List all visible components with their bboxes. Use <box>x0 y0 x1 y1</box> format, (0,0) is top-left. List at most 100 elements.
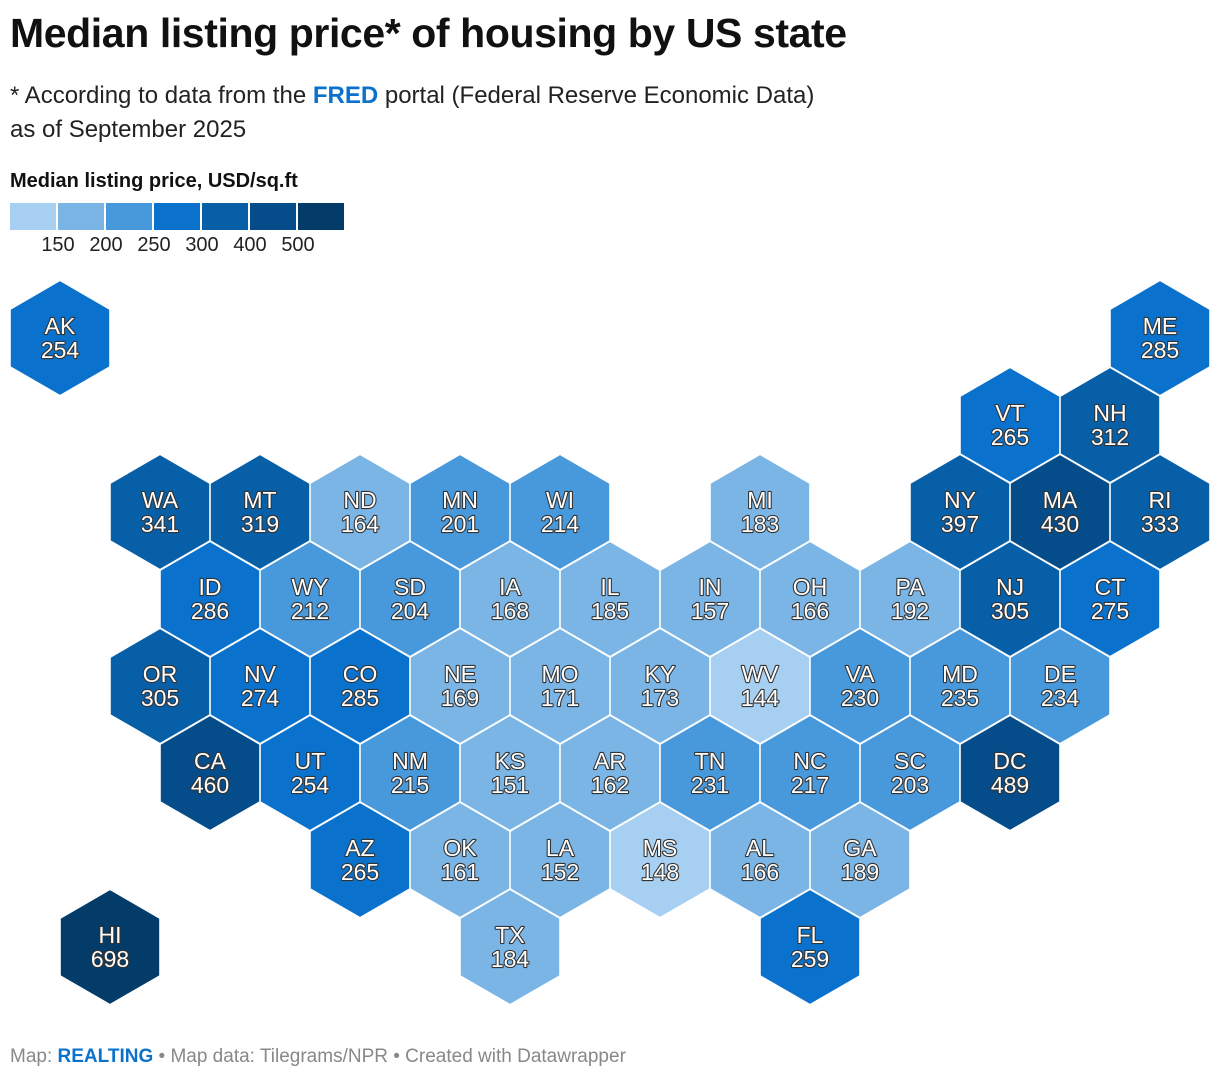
state-abbr-label: GA <box>843 835 877 861</box>
state-abbr-label: NM <box>392 748 428 774</box>
footer-prefix: Map: <box>10 1046 58 1067</box>
state-value-label: 460 <box>191 772 229 798</box>
state-abbr-label: ND <box>343 487 376 513</box>
state-value-label: 231 <box>691 772 729 798</box>
state-value-label: 168 <box>491 598 529 624</box>
state-value-label: 698 <box>91 946 129 972</box>
state-abbr-label: NV <box>244 661 277 687</box>
state-abbr-label: WA <box>142 487 179 513</box>
state-abbr-label: OK <box>443 835 477 861</box>
footer-suffix: • Map data: Tilegrams/NPR • Created with… <box>153 1046 626 1067</box>
subtitle-suffix: portal (Federal Reserve Economic Data) <box>378 82 815 109</box>
state-abbr-label: NH <box>1093 400 1126 426</box>
state-abbr-label: TX <box>495 922 524 948</box>
state-value-label: 183 <box>741 511 779 537</box>
state-abbr-label: KY <box>645 661 676 687</box>
state-value-label: 204 <box>391 598 430 624</box>
state-value-label: 166 <box>791 598 829 624</box>
state-abbr-label: ID <box>199 574 222 600</box>
state-value-label: 397 <box>941 511 979 537</box>
state-value-label: 214 <box>541 511 580 537</box>
state-abbr-label: IL <box>600 574 619 600</box>
state-value-label: 169 <box>441 685 479 711</box>
state-hex-shape <box>59 888 161 1006</box>
state-hex-shape <box>1109 279 1211 397</box>
state-abbr-label: OH <box>793 574 828 600</box>
state-value-label: 230 <box>841 685 879 711</box>
state-abbr-label: ME <box>1143 313 1178 339</box>
state-abbr-label: MA <box>1043 487 1078 513</box>
legend-tick-label: 500 <box>281 234 315 256</box>
legend-tick-label: 400 <box>233 234 267 256</box>
state-value-label: 144 <box>741 685 780 711</box>
state-abbr-label: AK <box>45 313 76 339</box>
state-value-label: 189 <box>841 859 879 885</box>
state-value-label: 285 <box>341 685 379 711</box>
state-abbr-label: MO <box>541 661 578 687</box>
state-abbr-label: NJ <box>996 574 1024 600</box>
state-abbr-label: VA <box>846 661 876 687</box>
state-value-label: 201 <box>441 511 479 537</box>
state-abbr-label: WV <box>741 661 779 687</box>
state-value-label: 215 <box>391 772 429 798</box>
state-abbr-label: NE <box>444 661 476 687</box>
state-value-label: 333 <box>1141 511 1179 537</box>
footer-brand-link[interactable]: REALTING <box>57 1046 154 1067</box>
fred-link[interactable]: FRED <box>312 82 379 109</box>
state-abbr-label: AZ <box>345 835 374 861</box>
state-abbr-label: FL <box>797 922 824 948</box>
state-value-label: 212 <box>291 598 329 624</box>
state-value-label: 161 <box>441 859 479 885</box>
state-abbr-label: MD <box>942 661 978 687</box>
state-value-label: 312 <box>1091 424 1129 450</box>
